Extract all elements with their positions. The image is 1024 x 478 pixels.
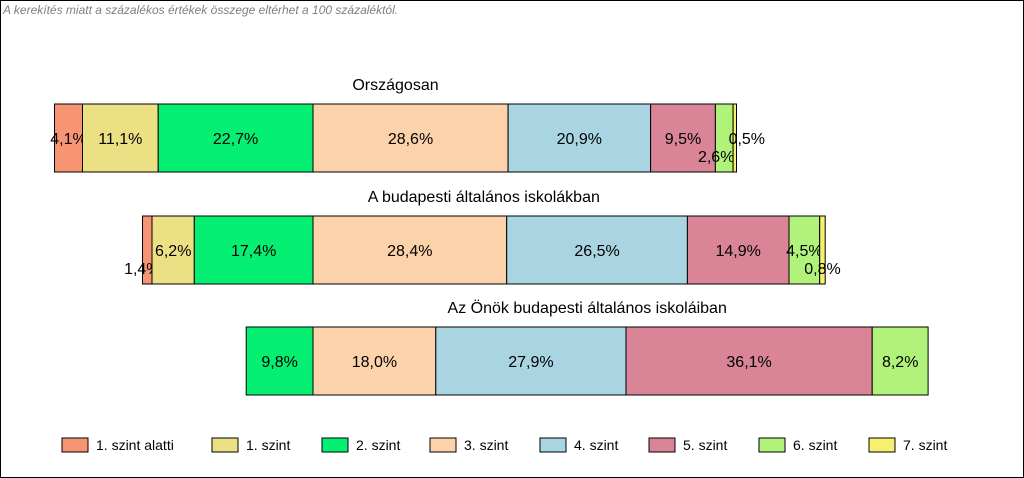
bar-segment <box>151 215 195 285</box>
rounding-note: A kerekítés miatt a százalékos értékek ö… <box>3 3 399 17</box>
legend-label: 2. szint <box>356 437 400 453</box>
data-label: 28,4% <box>387 243 432 260</box>
legend-swatch <box>648 437 676 453</box>
legend-label: 3. szint <box>464 437 508 453</box>
legend-label: 4. szint <box>574 437 618 453</box>
bar-segment <box>732 103 737 173</box>
data-label: 22,7% <box>213 131 258 148</box>
data-label: 0,5% <box>729 131 765 148</box>
bar-segment <box>506 215 688 285</box>
group-title: Az Önök budapesti általános iskoláiban <box>448 299 727 317</box>
data-label: 28,6% <box>388 131 433 148</box>
bar-segment <box>819 215 826 285</box>
data-label: 26,5% <box>574 243 619 260</box>
legend-swatch <box>429 437 457 453</box>
bar-segment <box>625 326 873 396</box>
bar-segment <box>507 103 652 173</box>
legend-label: 1. szint <box>246 437 290 453</box>
data-label: 4,5% <box>786 243 822 260</box>
legend-label: 7. szint <box>903 437 947 453</box>
legend-swatch <box>211 437 239 453</box>
legend-label: 5. szint <box>683 437 727 453</box>
bar-segment <box>871 326 929 396</box>
group-title: Országosan <box>352 77 438 94</box>
data-label: 36,1% <box>726 354 771 371</box>
bar-segment <box>650 103 716 173</box>
data-label: 1,4% <box>124 261 160 278</box>
bar-segment <box>788 215 821 285</box>
bar-segment <box>312 215 508 285</box>
data-label: 0,8% <box>804 261 840 278</box>
bar-segment <box>157 103 314 173</box>
data-label: 9,8% <box>261 354 297 371</box>
data-label: 11,1% <box>98 131 142 148</box>
data-label: 14,9% <box>716 243 761 260</box>
data-label: 2,6% <box>698 149 734 166</box>
bar-segment <box>82 103 159 173</box>
group-title: A budapesti általános iskolákban <box>368 189 600 206</box>
legend-swatch <box>61 437 89 453</box>
data-label: 27,9% <box>508 354 553 371</box>
bar-segment <box>54 103 83 173</box>
data-label: 4,1% <box>50 131 86 148</box>
data-label: 6,2% <box>155 243 191 260</box>
bar-segment <box>312 103 509 173</box>
legend-swatch <box>321 437 349 453</box>
bar-segment <box>686 215 790 285</box>
bar-segment <box>312 326 437 396</box>
data-label: 8,2% <box>882 354 918 371</box>
legend-swatch <box>758 437 786 453</box>
data-label: 20,9% <box>557 131 602 148</box>
data-label: 17,4% <box>231 243 276 260</box>
legend-label: 6. szint <box>793 437 837 453</box>
legend-label: 1. szint alatti <box>96 437 174 453</box>
legend-swatch <box>868 437 896 453</box>
legend-swatch <box>539 437 567 453</box>
data-label: 9,5% <box>665 131 701 148</box>
data-label: 18,0% <box>352 354 397 371</box>
